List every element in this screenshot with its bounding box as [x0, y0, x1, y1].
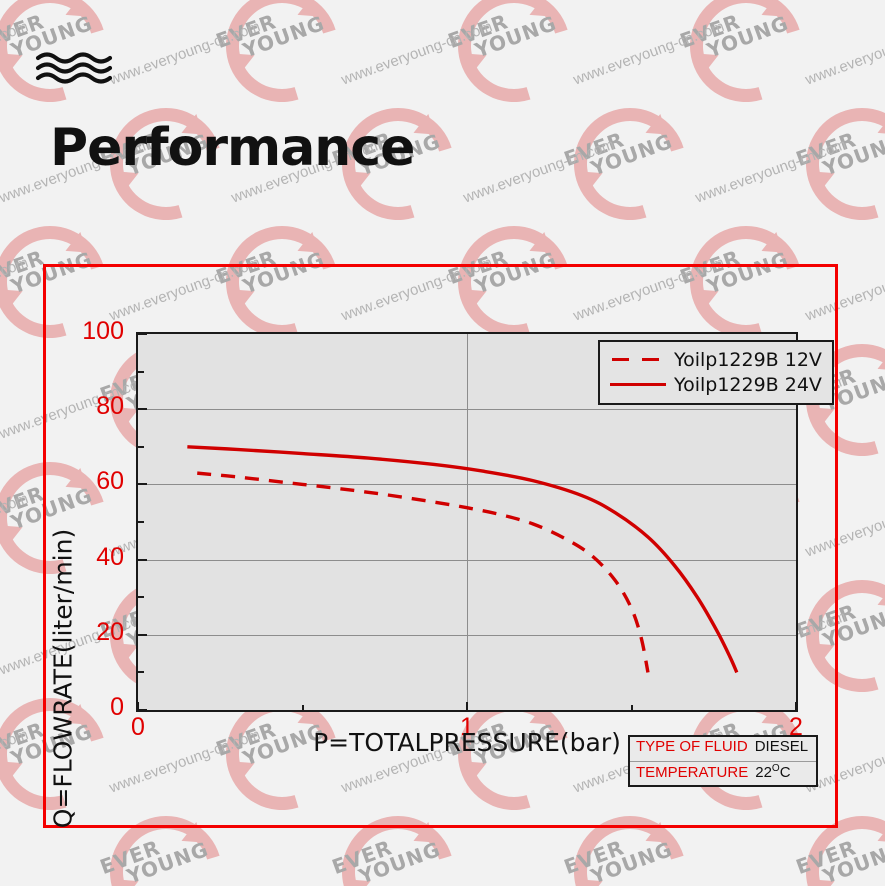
- curve-12v: [197, 471, 650, 673]
- wave-lines-logo: [34, 50, 124, 89]
- y-tick-mark-minor: [138, 521, 144, 523]
- fluid-info-box: TYPE OF FLUID DIESEL TEMPERATURE 22OC: [628, 735, 818, 787]
- info-value: DIESEL: [754, 738, 809, 755]
- y-tick-mark-minor: [138, 596, 144, 599]
- curve-24v: [187, 445, 739, 674]
- info-row-temperature: TEMPERATURE 22OC: [630, 761, 816, 785]
- info-key: TEMPERATURE: [636, 764, 749, 781]
- legend-label: Yoilp1229B 24V: [674, 373, 822, 396]
- legend-label: Yoilp1229B 12V: [674, 348, 822, 371]
- x-tick-mark: [795, 702, 797, 712]
- x-tick-mark-minor: [630, 705, 633, 712]
- degree-symbol: O: [771, 763, 780, 774]
- x-axis-label: P=TOTALPRESSURE(bar): [313, 728, 621, 757]
- y-tick-label: 60: [96, 467, 124, 496]
- x-tick-label: 1: [460, 713, 474, 741]
- y-tick-mark-minor: [138, 370, 144, 373]
- y-tick-mark-minor: [138, 671, 144, 674]
- curve-series-layer: [187, 445, 739, 674]
- info-value: 22OC: [755, 763, 790, 781]
- y-tick-mark: [138, 633, 147, 636]
- temperature-number: 22: [755, 764, 772, 781]
- legend-item: Yoilp1229B 24V: [610, 372, 822, 397]
- y-tick-label: 40: [96, 542, 124, 571]
- gridline-vertical: [467, 334, 468, 710]
- legend-swatch-solid-icon: [610, 379, 666, 391]
- x-tick-mark: [137, 702, 139, 712]
- info-key: TYPE OF FLUID: [636, 738, 748, 755]
- page-title: Performance: [50, 118, 415, 178]
- x-tick-mark-minor: [301, 705, 304, 712]
- y-tick-mark: [138, 483, 147, 486]
- y-tick-mark: [138, 333, 147, 335]
- y-tick-label: 100: [82, 317, 124, 345]
- temperature-unit: C: [779, 764, 791, 781]
- y-tick-mark: [138, 558, 147, 561]
- y-tick-label: 80: [96, 392, 124, 421]
- y-tick-mark-minor: [138, 445, 144, 448]
- chart-legend: Yoilp1229B 12V Yoilp1229B 24V: [598, 340, 834, 405]
- x-tick-label: 0: [131, 713, 145, 741]
- legend-item: Yoilp1229B 12V: [610, 347, 822, 372]
- x-tick-label: 2: [789, 713, 803, 741]
- y-tick-mark: [138, 709, 147, 711]
- info-row-fluid: TYPE OF FLUID DIESEL: [630, 737, 816, 761]
- legend-swatch-dashed-icon: [610, 354, 666, 366]
- chart-frame-border: [43, 264, 838, 828]
- x-tick-mark: [466, 702, 468, 712]
- y-tick-mark: [138, 408, 147, 411]
- y-tick-label: 0: [110, 693, 124, 721]
- y-tick-label: 20: [96, 617, 124, 646]
- y-axis-label: Q=FLOWRATE(liter/min): [48, 528, 78, 829]
